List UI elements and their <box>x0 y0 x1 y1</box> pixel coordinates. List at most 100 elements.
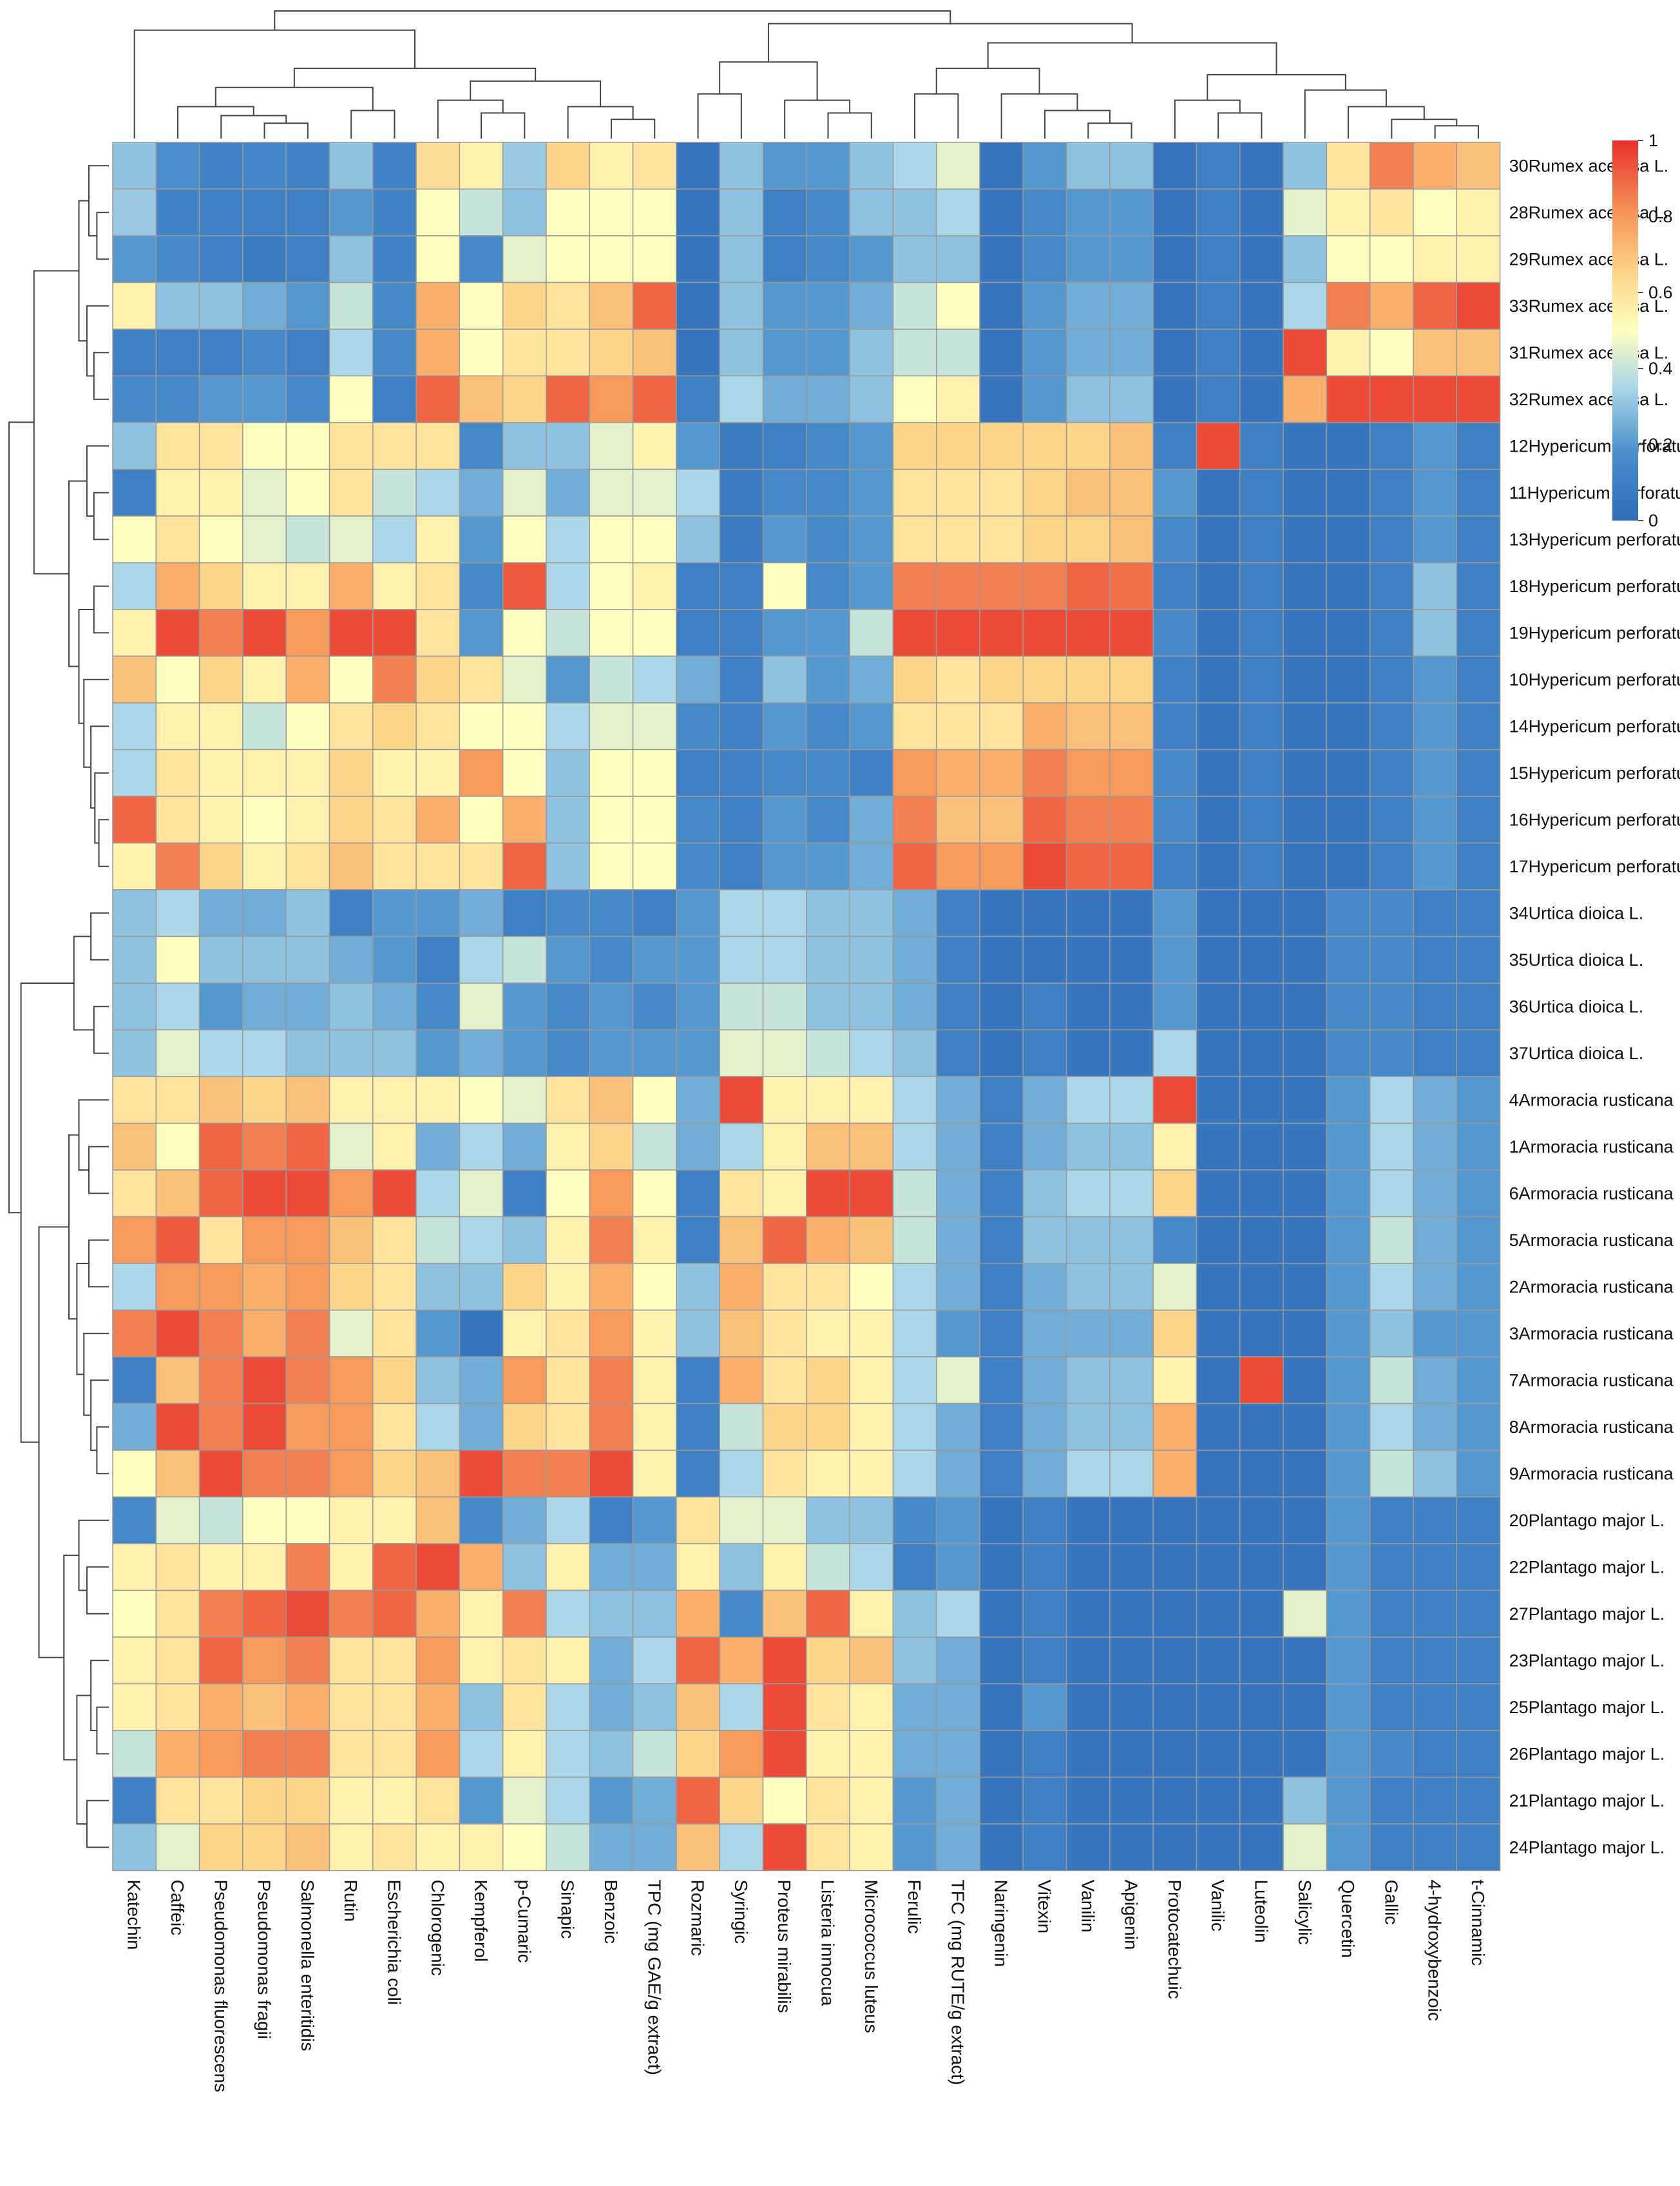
heatmap-cell <box>1152 1309 1198 1357</box>
heatmap-cell <box>459 1730 504 1778</box>
heatmap-cell <box>849 468 894 517</box>
heatmap-cell <box>762 1169 807 1218</box>
heatmap-cell <box>285 1076 330 1124</box>
heatmap-cell <box>1239 1496 1284 1544</box>
heatmap-cell <box>372 1823 417 1872</box>
heatmap-cell <box>849 1356 894 1405</box>
heatmap-cell <box>546 1029 591 1077</box>
heatmap-cell <box>1022 282 1067 330</box>
heatmap-cell <box>1413 282 1458 330</box>
heatmap-cell <box>415 1589 461 1638</box>
heatmap-cell <box>546 1309 591 1357</box>
heatmap-cell <box>1456 1076 1501 1124</box>
heatmap-cell <box>849 796 894 844</box>
heatmap-cell <box>1022 702 1067 751</box>
heatmap-cell <box>1369 1543 1414 1591</box>
row-label: 20Plantago major L. <box>1509 1511 1665 1530</box>
heatmap-cell <box>1239 1029 1284 1077</box>
heatmap-cell <box>589 889 634 937</box>
heatmap-cell <box>1283 702 1328 751</box>
heatmap-cell <box>1065 562 1111 610</box>
heatmap-cell <box>806 935 850 984</box>
heatmap-cell <box>892 1356 937 1405</box>
heatmap-cell <box>979 1730 1024 1778</box>
heatmap-cell <box>589 375 634 423</box>
heatmap-cell <box>1326 935 1371 984</box>
heatmap-cell <box>1239 515 1284 564</box>
heatmap-cell <box>155 142 200 190</box>
heatmap-cell <box>589 1356 634 1405</box>
heatmap-cell <box>502 655 547 704</box>
heatmap-cell <box>892 235 937 283</box>
heatmap-cell <box>979 188 1024 236</box>
heatmap-cell <box>849 1216 894 1264</box>
heatmap-cell <box>1109 1683 1154 1731</box>
heatmap-cell <box>1369 655 1414 704</box>
heatmap-cell <box>415 796 461 844</box>
heatmap-cell <box>1456 1776 1501 1825</box>
heatmap-cell <box>502 935 547 984</box>
heatmap-cell <box>1152 1403 1198 1451</box>
heatmap-cell <box>892 142 937 190</box>
heatmap-cell <box>979 1823 1024 1872</box>
heatmap-cell <box>198 1403 243 1451</box>
heatmap-cell <box>372 562 417 610</box>
heatmap-cell <box>546 1450 591 1498</box>
heatmap-cell <box>979 422 1024 470</box>
heatmap-cell <box>806 655 850 704</box>
heatmap-cell <box>112 1309 157 1357</box>
heatmap-cell <box>1456 1496 1501 1544</box>
heatmap-cell <box>1369 375 1414 423</box>
heatmap-cell <box>112 1076 157 1124</box>
heatmap-cell <box>1065 422 1111 470</box>
heatmap-cell <box>1239 609 1284 657</box>
heatmap-cell <box>892 1823 937 1872</box>
heatmap-cell <box>415 235 461 283</box>
heatmap-cell <box>372 422 417 470</box>
heatmap-cell <box>1196 235 1241 283</box>
heatmap-cell <box>372 1356 417 1405</box>
heatmap-cell <box>1369 1029 1414 1077</box>
heatmap-cell <box>459 749 504 797</box>
heatmap-cell <box>1239 1636 1284 1685</box>
heatmap-cell <box>1152 842 1198 890</box>
column-dendrogram-branch <box>1000 93 1078 139</box>
heatmap-cell <box>242 1636 287 1685</box>
heatmap-cell <box>1065 142 1111 190</box>
heatmap-cell <box>546 562 591 610</box>
row-dendrogram-branch <box>93 352 109 400</box>
heatmap-cell <box>1022 796 1067 844</box>
heatmap-cell <box>1065 1309 1111 1357</box>
heatmap-cell <box>502 422 547 470</box>
heatmap-cell <box>372 1589 417 1638</box>
heatmap-cell <box>935 235 980 283</box>
heatmap-cell <box>285 1122 330 1171</box>
heatmap-cell <box>762 1543 807 1591</box>
heatmap-cell <box>632 562 677 610</box>
heatmap-cell <box>546 1403 591 1451</box>
heatmap-cell <box>676 1823 720 1872</box>
heatmap-cell <box>546 468 591 517</box>
heatmap-cell <box>285 1636 330 1685</box>
heatmap-cell <box>1283 1636 1328 1685</box>
heatmap-cell <box>935 282 980 330</box>
heatmap-cell <box>1283 422 1328 470</box>
heatmap-cell <box>155 468 200 517</box>
heatmap-cell <box>935 983 980 1031</box>
heatmap-cell <box>1413 1169 1458 1218</box>
heatmap-cell <box>806 1169 850 1218</box>
column-dendrogram-branch <box>1087 122 1132 139</box>
colorbar-tick-label: 0.2 <box>1648 435 1673 454</box>
row-label: 30Rumex acetosa L. <box>1509 156 1669 175</box>
heatmap-cell <box>806 1636 850 1685</box>
heatmap-cell <box>806 1403 850 1451</box>
row-label: 22Plantago major L. <box>1509 1557 1665 1577</box>
heatmap-cell <box>155 562 200 610</box>
row-label: 27Plantago major L. <box>1509 1604 1665 1624</box>
heatmap-cell <box>1456 329 1501 377</box>
heatmap-cell <box>285 1730 330 1778</box>
heatmap-cell <box>762 609 807 657</box>
heatmap-cell <box>415 375 461 423</box>
heatmap-cell <box>676 329 720 377</box>
heatmap-cell <box>762 1776 807 1825</box>
